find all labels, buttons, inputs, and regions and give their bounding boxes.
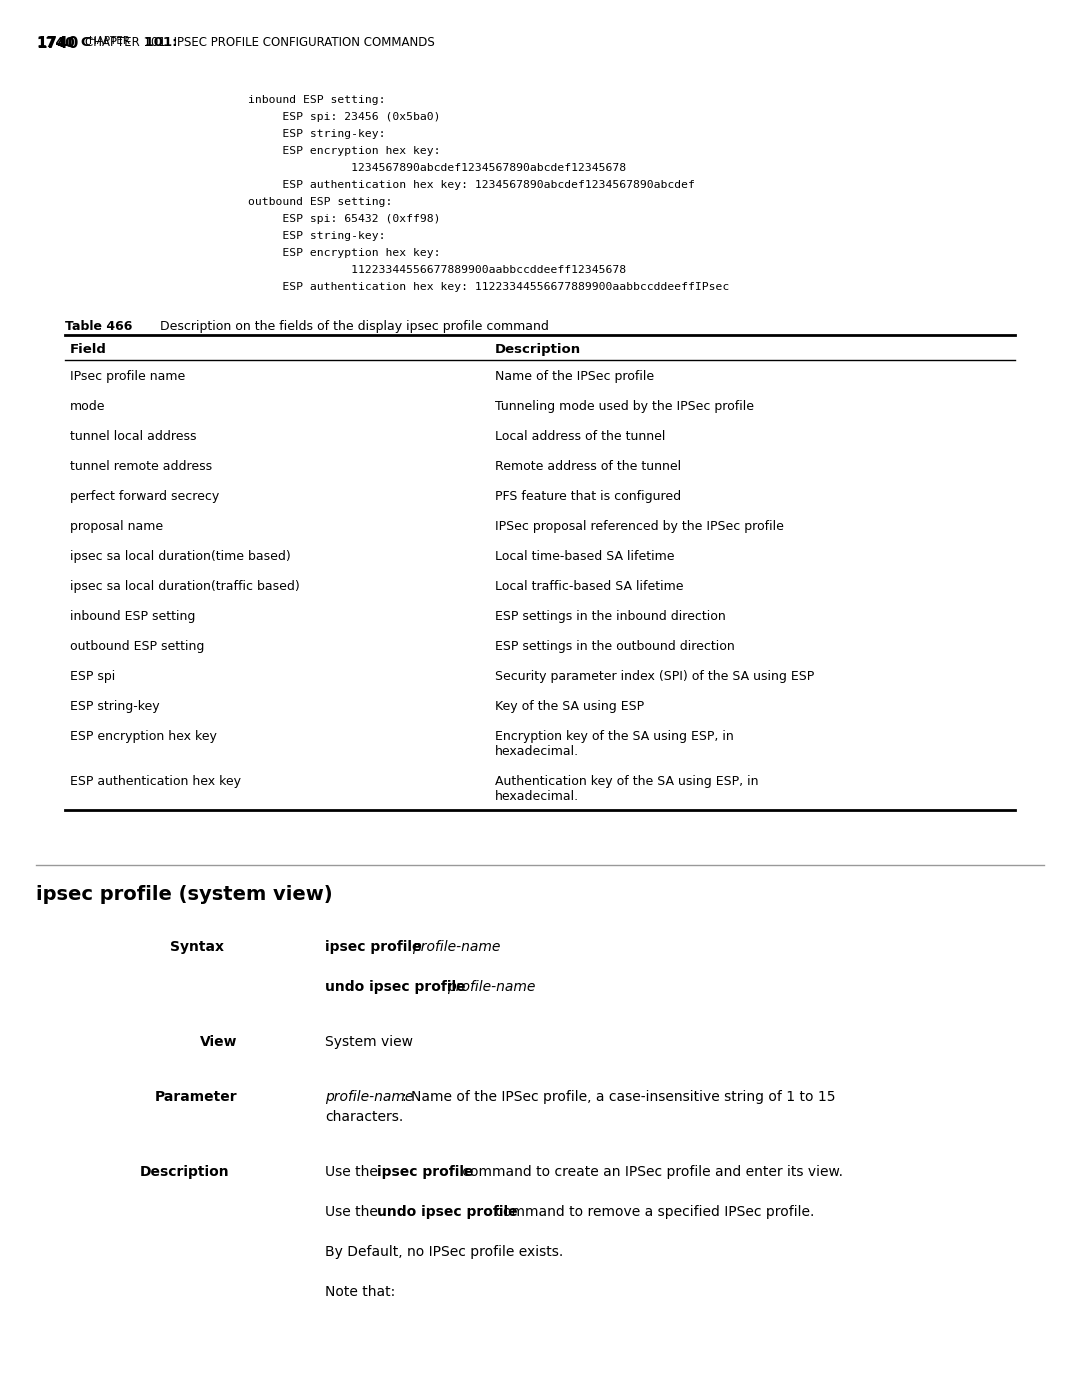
Text: ESP string-key: ESP string-key: [70, 700, 160, 712]
Text: Syntax: Syntax: [170, 940, 224, 954]
Text: command to create an IPSec profile and enter its view.: command to create an IPSec profile and e…: [458, 1165, 843, 1179]
Text: profile-name: profile-name: [325, 1090, 414, 1104]
Text: inbound ESP setting: inbound ESP setting: [70, 610, 195, 623]
Text: command to remove a specified IPSec profile.: command to remove a specified IPSec prof…: [491, 1206, 814, 1220]
Text: inbound ESP setting:: inbound ESP setting:: [248, 95, 386, 105]
Text: ESP encryption hex key: ESP encryption hex key: [70, 731, 217, 743]
Text: Parameter: Parameter: [156, 1090, 238, 1104]
Text: ESP authentication hex key: 1234567890abcdef1234567890abcdef: ESP authentication hex key: 1234567890ab…: [248, 180, 694, 190]
Text: ESP authentication hex key: ESP authentication hex key: [70, 775, 241, 788]
Text: : Name of the IPSec profile, a case-insensitive string of 1 to 15: : Name of the IPSec profile, a case-inse…: [402, 1090, 836, 1104]
Text: ESP spi: 23456 (0x5ba0): ESP spi: 23456 (0x5ba0): [248, 112, 441, 122]
Text: Description: Description: [495, 344, 581, 356]
Text: PFS feature that is configured: PFS feature that is configured: [495, 490, 681, 503]
Text: IPSec proposal referenced by the IPSec profile: IPSec proposal referenced by the IPSec p…: [495, 520, 784, 534]
Text: ESP string-key:: ESP string-key:: [248, 231, 386, 242]
Text: Local address of the tunnel: Local address of the tunnel: [495, 430, 665, 443]
Text: ESP spi: ESP spi: [70, 671, 116, 683]
Text: undo ipsec profile: undo ipsec profile: [325, 981, 471, 995]
Text: ipsec profile (system view): ipsec profile (system view): [36, 886, 333, 904]
Text: 1234567890abcdef1234567890abcdef12345678: 1234567890abcdef1234567890abcdef12345678: [248, 163, 626, 173]
Text: perfect forward secrecy: perfect forward secrecy: [70, 490, 219, 503]
Text: Field: Field: [70, 344, 107, 356]
Text: ESP string-key:: ESP string-key:: [248, 129, 386, 138]
Text: CHAPTER 101: IPSEC PROFILE CONFIGURATION COMMANDS: CHAPTER 101: IPSEC PROFILE CONFIGURATION…: [85, 36, 435, 49]
Text: ESP settings in the outbound direction: ESP settings in the outbound direction: [495, 640, 734, 652]
Text: Security parameter index (SPI) of the SA using ESP: Security parameter index (SPI) of the SA…: [495, 671, 814, 683]
Text: IPsec profile name: IPsec profile name: [70, 370, 186, 383]
Text: Note that:: Note that:: [325, 1285, 395, 1299]
Text: tunnel local address: tunnel local address: [70, 430, 197, 443]
Text: ipsec profile: ipsec profile: [377, 1165, 473, 1179]
Text: undo ipsec profile: undo ipsec profile: [377, 1206, 517, 1220]
Text: ESP spi: 65432 (0xff98): ESP spi: 65432 (0xff98): [248, 214, 441, 224]
Text: Local time-based SA lifetime: Local time-based SA lifetime: [495, 550, 675, 563]
Text: tunnel remote address: tunnel remote address: [70, 460, 212, 474]
Text: Use the: Use the: [325, 1165, 382, 1179]
Text: ipsec sa local duration(traffic based): ipsec sa local duration(traffic based): [70, 580, 300, 592]
Text: profile-name: profile-name: [411, 940, 500, 954]
Text: 1740: 1740: [36, 36, 75, 50]
Text: ipsec sa local duration(time based): ipsec sa local duration(time based): [70, 550, 291, 563]
Text: Authentication key of the SA using ESP, in
hexadecimal.: Authentication key of the SA using ESP, …: [495, 775, 758, 803]
Text: Encryption key of the SA using ESP, in
hexadecimal.: Encryption key of the SA using ESP, in h…: [495, 731, 733, 759]
Text: outbound ESP setting:: outbound ESP setting:: [248, 197, 392, 207]
Text: Local traffic-based SA lifetime: Local traffic-based SA lifetime: [495, 580, 684, 592]
Text: outbound ESP setting: outbound ESP setting: [70, 640, 204, 652]
Text: Tunneling mode used by the IPSec profile: Tunneling mode used by the IPSec profile: [495, 400, 754, 414]
Text: characters.: characters.: [325, 1111, 403, 1125]
Text: ESP authentication hex key: 11223344556677889900aabbccddeeffIPsec: ESP authentication hex key: 112233445566…: [248, 282, 729, 292]
Text: 11223344556677889900aabbccddeeff12345678: 11223344556677889900aabbccddeeff12345678: [248, 265, 626, 275]
Text: By Default, no IPSec profile exists.: By Default, no IPSec profile exists.: [325, 1245, 564, 1259]
Text: 1740: 1740: [36, 36, 79, 52]
Text: Description on the fields of the display ipsec profile command: Description on the fields of the display…: [152, 320, 549, 332]
Text: C: C: [80, 36, 90, 49]
Text: ipsec profile: ipsec profile: [325, 940, 427, 954]
Text: HAPTER: HAPTER: [89, 36, 130, 46]
Text: Use the: Use the: [325, 1206, 382, 1220]
Text: profile-name: profile-name: [447, 981, 536, 995]
Text: ESP settings in the inbound direction: ESP settings in the inbound direction: [495, 610, 726, 623]
Text: Key of the SA using ESP: Key of the SA using ESP: [495, 700, 644, 712]
Text: 101:: 101:: [140, 36, 183, 49]
Text: View: View: [200, 1035, 238, 1049]
Text: Name of the IPSec profile: Name of the IPSec profile: [495, 370, 654, 383]
Text: System view: System view: [325, 1035, 413, 1049]
Text: Remote address of the tunnel: Remote address of the tunnel: [495, 460, 681, 474]
Text: ESP encryption hex key:: ESP encryption hex key:: [248, 249, 441, 258]
Text: Description: Description: [140, 1165, 230, 1179]
Text: Table 466: Table 466: [65, 320, 133, 332]
Text: mode: mode: [70, 400, 106, 414]
Text: proposal name: proposal name: [70, 520, 163, 534]
Text: ESP encryption hex key:: ESP encryption hex key:: [248, 147, 441, 156]
